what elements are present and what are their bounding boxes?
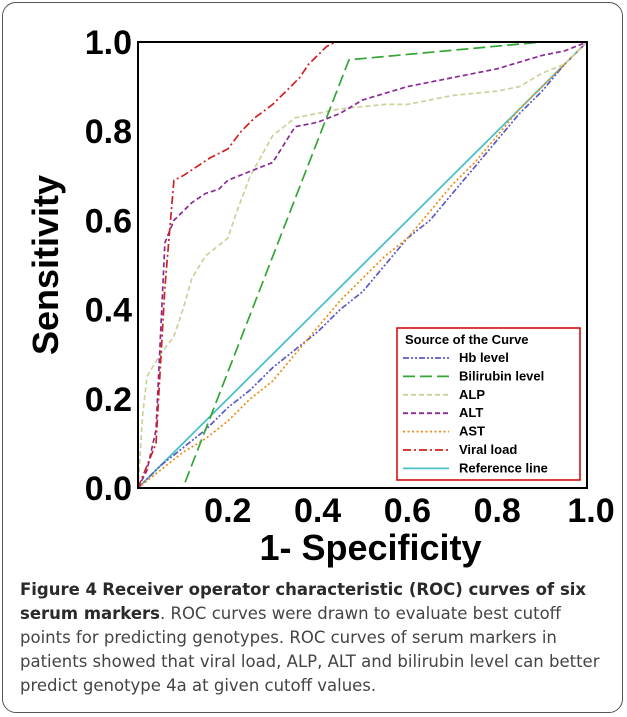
plot-border (137, 41, 588, 489)
legend-entry: ALP (459, 387, 485, 402)
curve-alp (137, 41, 588, 489)
curve-reference-line (137, 41, 588, 489)
y-axis-label: Sensitivity (25, 175, 66, 355)
figure-title: Receiver operator characteristic (ROC) c… (20, 580, 587, 623)
legend-entry: Bilirubin level (459, 368, 544, 383)
x-tick-label: 0.6 (384, 492, 431, 530)
legend-entry: Hb level (459, 350, 509, 365)
y-tick-label: 0.0 (85, 470, 132, 508)
legend-entry: Viral load (459, 442, 517, 457)
legend: Source of the Curve Hb level Bilirubin lev… (396, 327, 581, 481)
x-tick-label: 0.4 (294, 492, 341, 530)
legend-entry: AST (459, 424, 485, 439)
y-tick-label: 0.6 (85, 202, 132, 240)
figure-label: Figure 4 (20, 580, 98, 599)
x-tick-label: 0.8 (474, 492, 521, 530)
legend-entry: Reference line (459, 460, 548, 475)
curve-viral-load (137, 41, 336, 489)
x-axis-label: 1- Specificity (259, 527, 481, 568)
y-tick-label: 0.4 (85, 292, 132, 330)
roc-chart: 0.0 0.2 0.4 0.6 0.8 1.0 0.2 0.4 0.6 0.8 1.0 1- Spe… (25, 24, 615, 568)
y-tick-label: 0.8 (85, 113, 132, 151)
x-tick-label: 1.0 (567, 492, 614, 530)
legend-box (396, 327, 581, 481)
y-tick-label: 1.0 (85, 24, 132, 62)
legend-title: Source of the Curve (405, 332, 529, 347)
x-tick-label: 0.2 (204, 492, 251, 530)
curve-hb-level (137, 41, 588, 489)
legend-entry: ALT (459, 405, 483, 420)
figure-caption: Figure 4 Receiver operator characteristi… (20, 580, 600, 695)
y-tick-label: 0.2 (85, 381, 132, 419)
caption-text: ROC curves were drawn to evaluate best c… (20, 604, 600, 695)
curve-bilirubin-level (138, 41, 587, 489)
